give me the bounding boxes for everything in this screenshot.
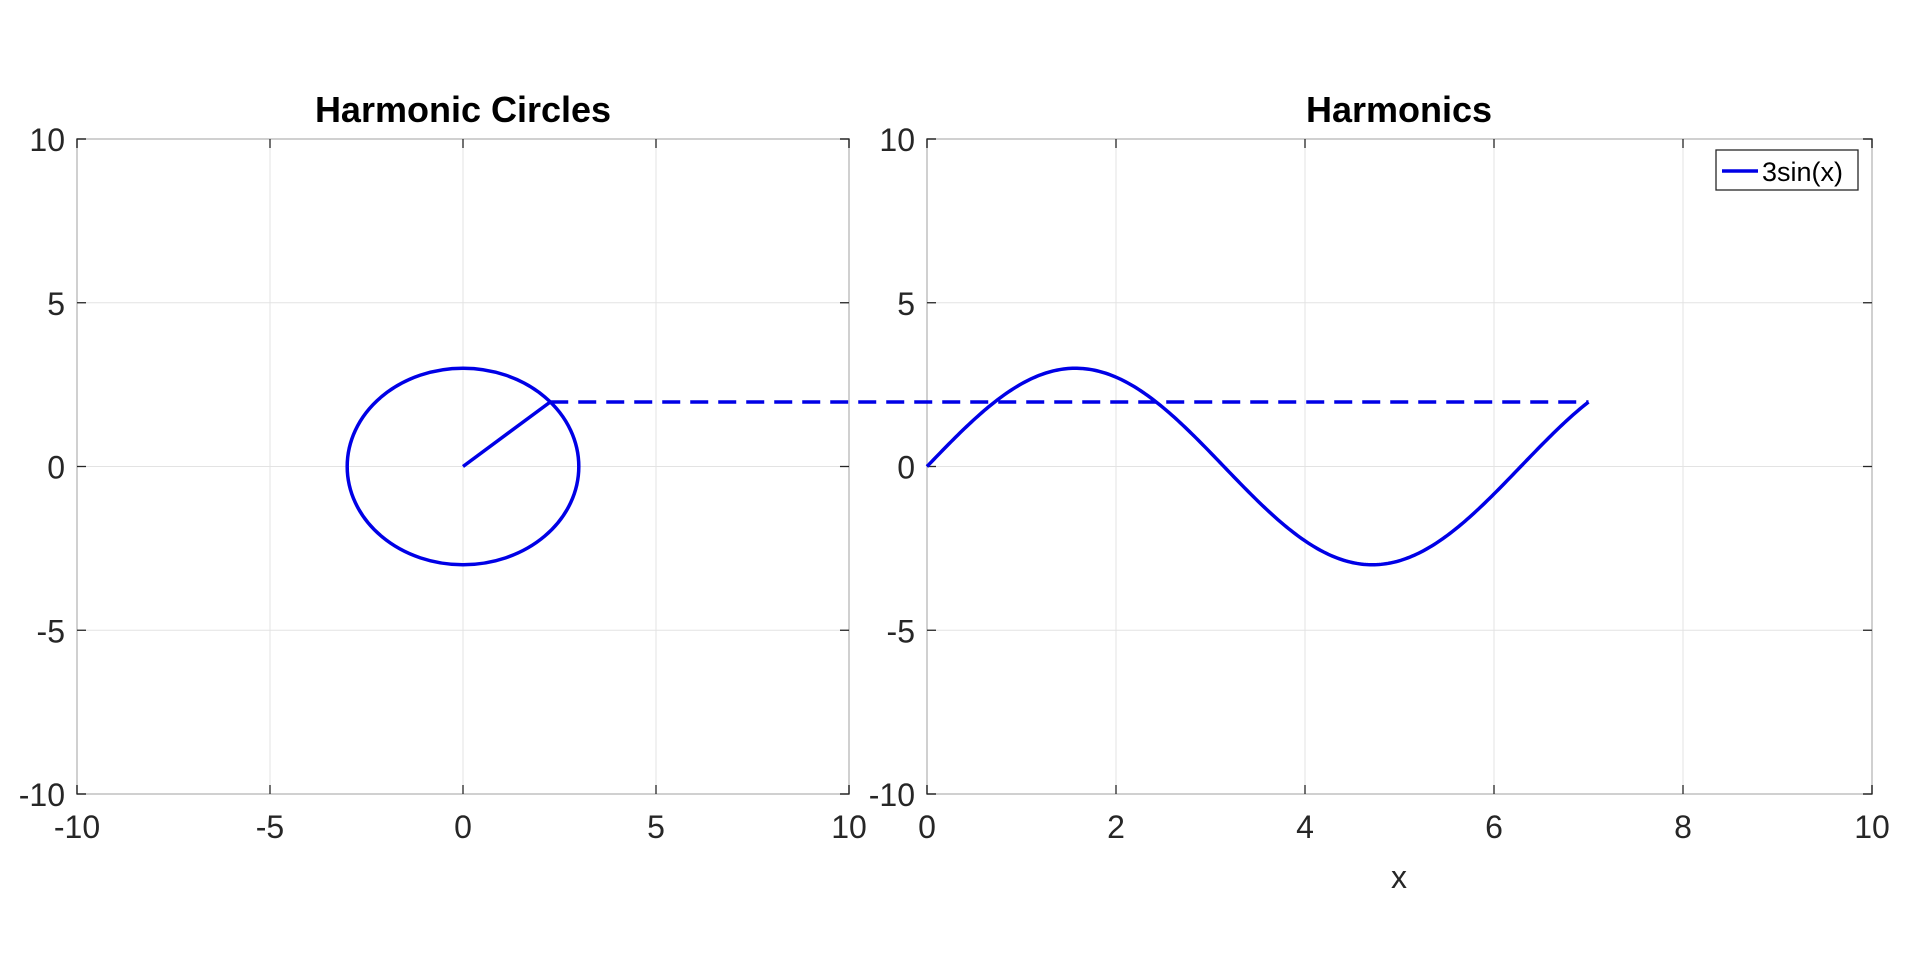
harmonic-circles-y-tick-label: -10	[19, 777, 65, 813]
harmonics-x-tick-label: 6	[1485, 809, 1503, 845]
harmonic-circles-x-tick-label: 5	[647, 809, 665, 845]
harmonics-ticks: 0 2 4 6 8 10 -10 -5 0 5 10	[869, 122, 1890, 845]
harmonics-x-tick-label: 0	[918, 809, 936, 845]
legend-entry-label: 3sin(x)	[1762, 157, 1843, 187]
circle-radius-line	[461, 400, 552, 468]
harmonic-circle	[345, 366, 581, 567]
sine-curve-line	[925, 366, 1590, 567]
harmonic-circles-ticks: -10 -5 0 5 10 -10 -5 0 5 10	[19, 122, 867, 845]
harmonic-circles-x-tick-label: 10	[831, 809, 867, 845]
harmonic-circles-x-tick-label: -5	[256, 809, 284, 845]
harmonics-title: Harmonics	[1306, 89, 1492, 130]
harmonics-y-tick-label: 0	[897, 450, 915, 486]
harmonic-circles-y-tick-label: -5	[37, 613, 65, 649]
harmonic-circles-x-tick-label: 0	[454, 809, 472, 845]
harmonics-y-tick-label: -10	[869, 777, 915, 813]
harmonics-y-tick-label: 5	[897, 286, 915, 322]
harmonic-circles-y-tick-label: 0	[47, 450, 65, 486]
harmonics-y-tick-label: -5	[887, 613, 915, 649]
harmonic-circles-axes: -10 -5 0 5 10 -10 -5 0 5 10 Harmonic Circles	[19, 89, 867, 845]
harmonic-circles-title: Harmonic Circles	[315, 89, 611, 130]
harmonic-circles-y-tick-label: 10	[29, 122, 65, 158]
harmonics-axes: 0 2 4 6 8 10 -10 -5 0 5 10 Harmonics x 3sin(x)	[869, 89, 1890, 895]
harmonics-legend: 3sin(x)	[1715, 149, 1859, 191]
harmonics-x-tick-label: 8	[1674, 809, 1692, 845]
harmonics-series	[925, 366, 1590, 567]
harmonic-circles-x-tick-label: -10	[54, 809, 100, 845]
harmonic-circles-y-tick-label: 5	[47, 286, 65, 322]
harmonics-x-tick-label: 2	[1107, 809, 1125, 845]
harmonics-x-axis-label: x	[1391, 859, 1407, 895]
harmonics-x-tick-label: 10	[1854, 809, 1890, 845]
harmonics-y-tick-label: 10	[879, 122, 915, 158]
harmonic-circles-series	[345, 366, 581, 567]
harmonics-x-tick-label: 4	[1296, 809, 1314, 845]
